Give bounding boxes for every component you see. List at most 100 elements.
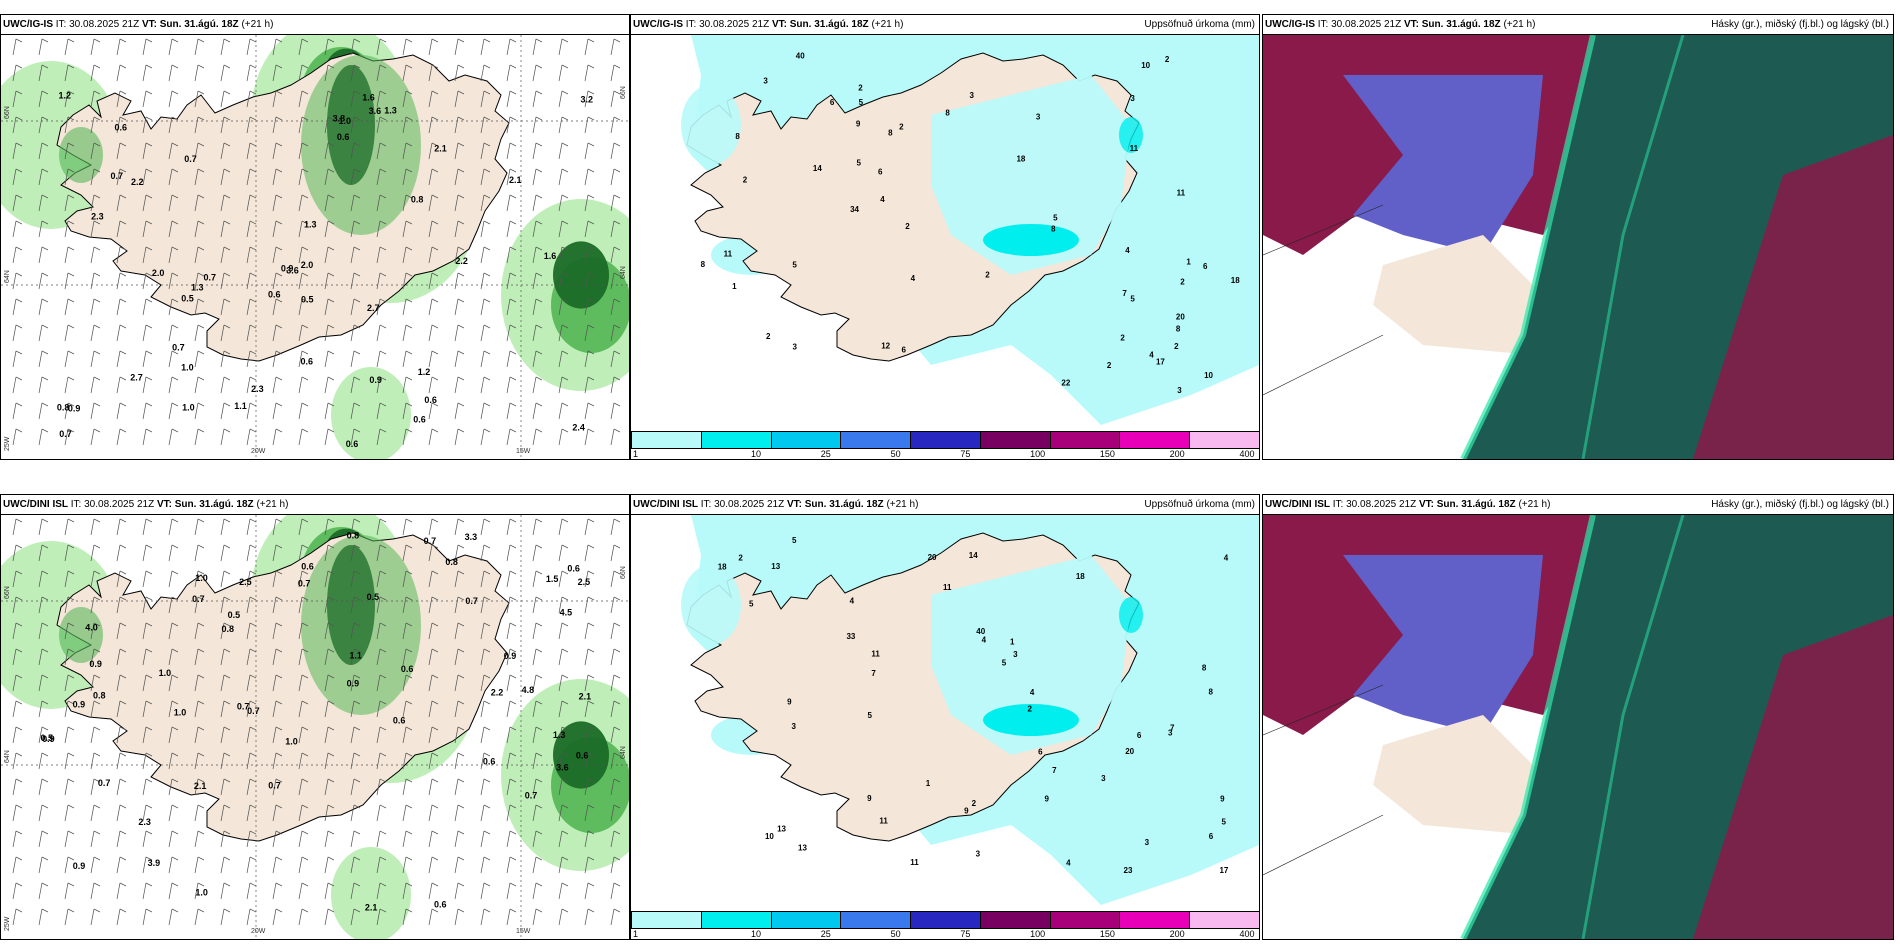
wind-value: 0.6: [401, 664, 414, 674]
precip-value: 4: [911, 274, 916, 283]
wind-value: 4.8: [522, 685, 535, 695]
lead-time: (+21 h): [1503, 19, 1536, 30]
wind-value: 3.3: [465, 532, 478, 542]
precip-value: 4: [1066, 858, 1071, 867]
wind-value: 2.3: [138, 817, 151, 827]
vt-label: VT:: [786, 499, 802, 510]
legend-tick-label: 200: [1169, 929, 1185, 939]
vt-value: Sun. 31.ágú. 18Z: [1421, 19, 1501, 30]
precip-value: 17: [1219, 866, 1228, 875]
legend-tick-label: 10: [751, 449, 762, 459]
precip-value: 5: [792, 260, 797, 269]
legend-swatch: [700, 431, 772, 449]
wind-map-panel-igis: UWC/IG-IS IT: 30.08.2025 21Z VT: Sun. 31…: [0, 14, 630, 460]
legend-tick-label: 50: [890, 449, 901, 459]
wind-value: 1.1: [349, 651, 362, 661]
vt-label: VT:: [1403, 19, 1419, 30]
map-area[interactable]: 2 2 3 6 6 5 8 6 12 3 4 3 5 4 8 10 8 8 5 17 18 6 11 9 10 8 18 7 5 20 8 1…: [631, 35, 1259, 459]
legend-swatch: [979, 431, 1051, 449]
precip-value: 18: [1076, 572, 1085, 581]
coord-label: 66N: [620, 86, 627, 99]
legend-swatch: [910, 911, 981, 929]
precip-value: 40: [796, 52, 805, 61]
coord-label: 20W: [251, 928, 266, 935]
precip-value: 6: [902, 345, 907, 354]
wind-value: 2.5: [239, 577, 252, 587]
legend-swatch: [840, 431, 912, 449]
wind-value: 0.7: [110, 171, 123, 181]
precip-map-panel-dini: UWC/DINI ISL IT: 30.08.2025 21Z VT: Sun.…: [630, 494, 1260, 940]
coord-label: 25W: [4, 436, 11, 451]
wind-value: 0.9: [73, 699, 86, 709]
wind-value: 0.6: [393, 716, 406, 726]
it-label: IT:: [70, 499, 82, 510]
legend-tick-label: 200: [1169, 449, 1185, 459]
precip-value: 9: [856, 120, 861, 129]
precip-value: 3: [1013, 650, 1018, 659]
precip-value: 1: [1010, 638, 1015, 647]
wind-value: 1.5: [546, 574, 559, 584]
precip-value: 4: [1224, 553, 1229, 562]
wind-value: 0.6: [413, 415, 426, 425]
wind-value: 1.0: [159, 668, 172, 678]
legend-swatch: [979, 911, 1051, 929]
precip-legend: 1 10 25 50 75 100 150 200 400: [631, 431, 1259, 459]
wind-value: 2.5: [578, 577, 591, 587]
legend-swatch: [1049, 431, 1121, 449]
wind-value: 0.6: [346, 439, 359, 449]
map-area[interactable]: [1263, 515, 1893, 939]
legend-swatch: [840, 911, 912, 929]
panel-header: UWC/IG-IS IT: 30.08.2025 21Z VT: Sun. 31…: [631, 15, 1259, 35]
map-area[interactable]: 3 8 11 11 11 4 14 10 4 5 7 9 13 20 9 5 8 9 6 23 3 6 9 20 2 7 18 9 13…: [631, 515, 1259, 939]
wind-value: 0.9: [73, 861, 86, 871]
precip-value: 4: [850, 597, 855, 606]
legend-swatch: [770, 431, 842, 449]
map-area[interactable]: [1263, 35, 1893, 459]
wind-value: 2.1: [434, 144, 447, 154]
legend-tick-label: 1: [633, 449, 639, 459]
precip-value: 4: [1030, 688, 1035, 697]
precip-value: 11: [910, 858, 919, 867]
wind-value: 3.6: [556, 762, 569, 772]
legend-swatch: [700, 911, 772, 929]
wind-value: 2.7: [130, 373, 143, 383]
vt-value: Sun. 31.ágú. 18Z: [174, 499, 254, 510]
it-label: IT:: [55, 19, 67, 30]
precip-value-labels: 3811111141410457913209589623369202718913…: [718, 536, 1229, 875]
precip-value: 1: [1186, 257, 1191, 266]
wind-value: 0.8: [93, 691, 106, 701]
model-name: UWC/DINI ISL: [1265, 499, 1330, 510]
wind-value: 0.7: [298, 579, 311, 589]
it-label: IT:: [700, 499, 712, 510]
legend-tick-label: 1: [633, 929, 639, 939]
lead-time: (+21 h): [256, 499, 289, 510]
map-area[interactable]: 0.6 0.7 0.8 0.6 1.2 3.6 1.6 2.2 3.8 3.6 3.2 2.7 1.1 0…: [1, 35, 629, 459]
wind-value: 3.6: [286, 266, 299, 276]
lead-time: (+21 h): [871, 19, 904, 30]
wind-value: 1.0: [174, 707, 187, 717]
it-value: 30.08.2025 21Z: [1346, 499, 1417, 510]
wind-value: 2.7: [367, 303, 380, 313]
map-area[interactable]: 0.7 0.6 0.6 0.5 0.6 0.8 0.9 0.6 3.6 4.8 4.5 3.9 2.5 2…: [1, 515, 629, 939]
precip-value: 18: [1231, 276, 1240, 285]
legend-swatch: [1189, 431, 1259, 449]
precip-value: 22: [1061, 378, 1070, 387]
panel-header: UWC/IG-IS IT: 30.08.2025 21Z VT: Sun. 31…: [1263, 15, 1893, 35]
wind-value: 0.7: [184, 154, 197, 164]
precip-value: 5: [868, 711, 873, 720]
wind-value: 2.4: [572, 422, 585, 432]
coord-label: 64N: [4, 270, 11, 283]
wind-value: 0.7: [525, 790, 538, 800]
precip-value: 12: [881, 341, 890, 350]
panel-header: UWC/IG-IS IT: 30.08.2025 21Z VT: Sun. 31…: [1, 15, 629, 35]
precip-value: 9: [1220, 794, 1225, 803]
panel-header: UWC/DINI ISL IT: 30.08.2025 21Z VT: Sun.…: [631, 495, 1259, 515]
legend-tick-label: 150: [1099, 929, 1115, 939]
coord-label: 25W: [4, 916, 11, 931]
it-value: 30.08.2025 21Z: [1331, 19, 1402, 30]
precip-value: 8: [1176, 325, 1181, 334]
wind-value: 1.6: [544, 251, 557, 261]
legend-swatch: [631, 431, 702, 449]
it-label: IT:: [685, 19, 697, 30]
precip-value: 2: [743, 176, 748, 185]
